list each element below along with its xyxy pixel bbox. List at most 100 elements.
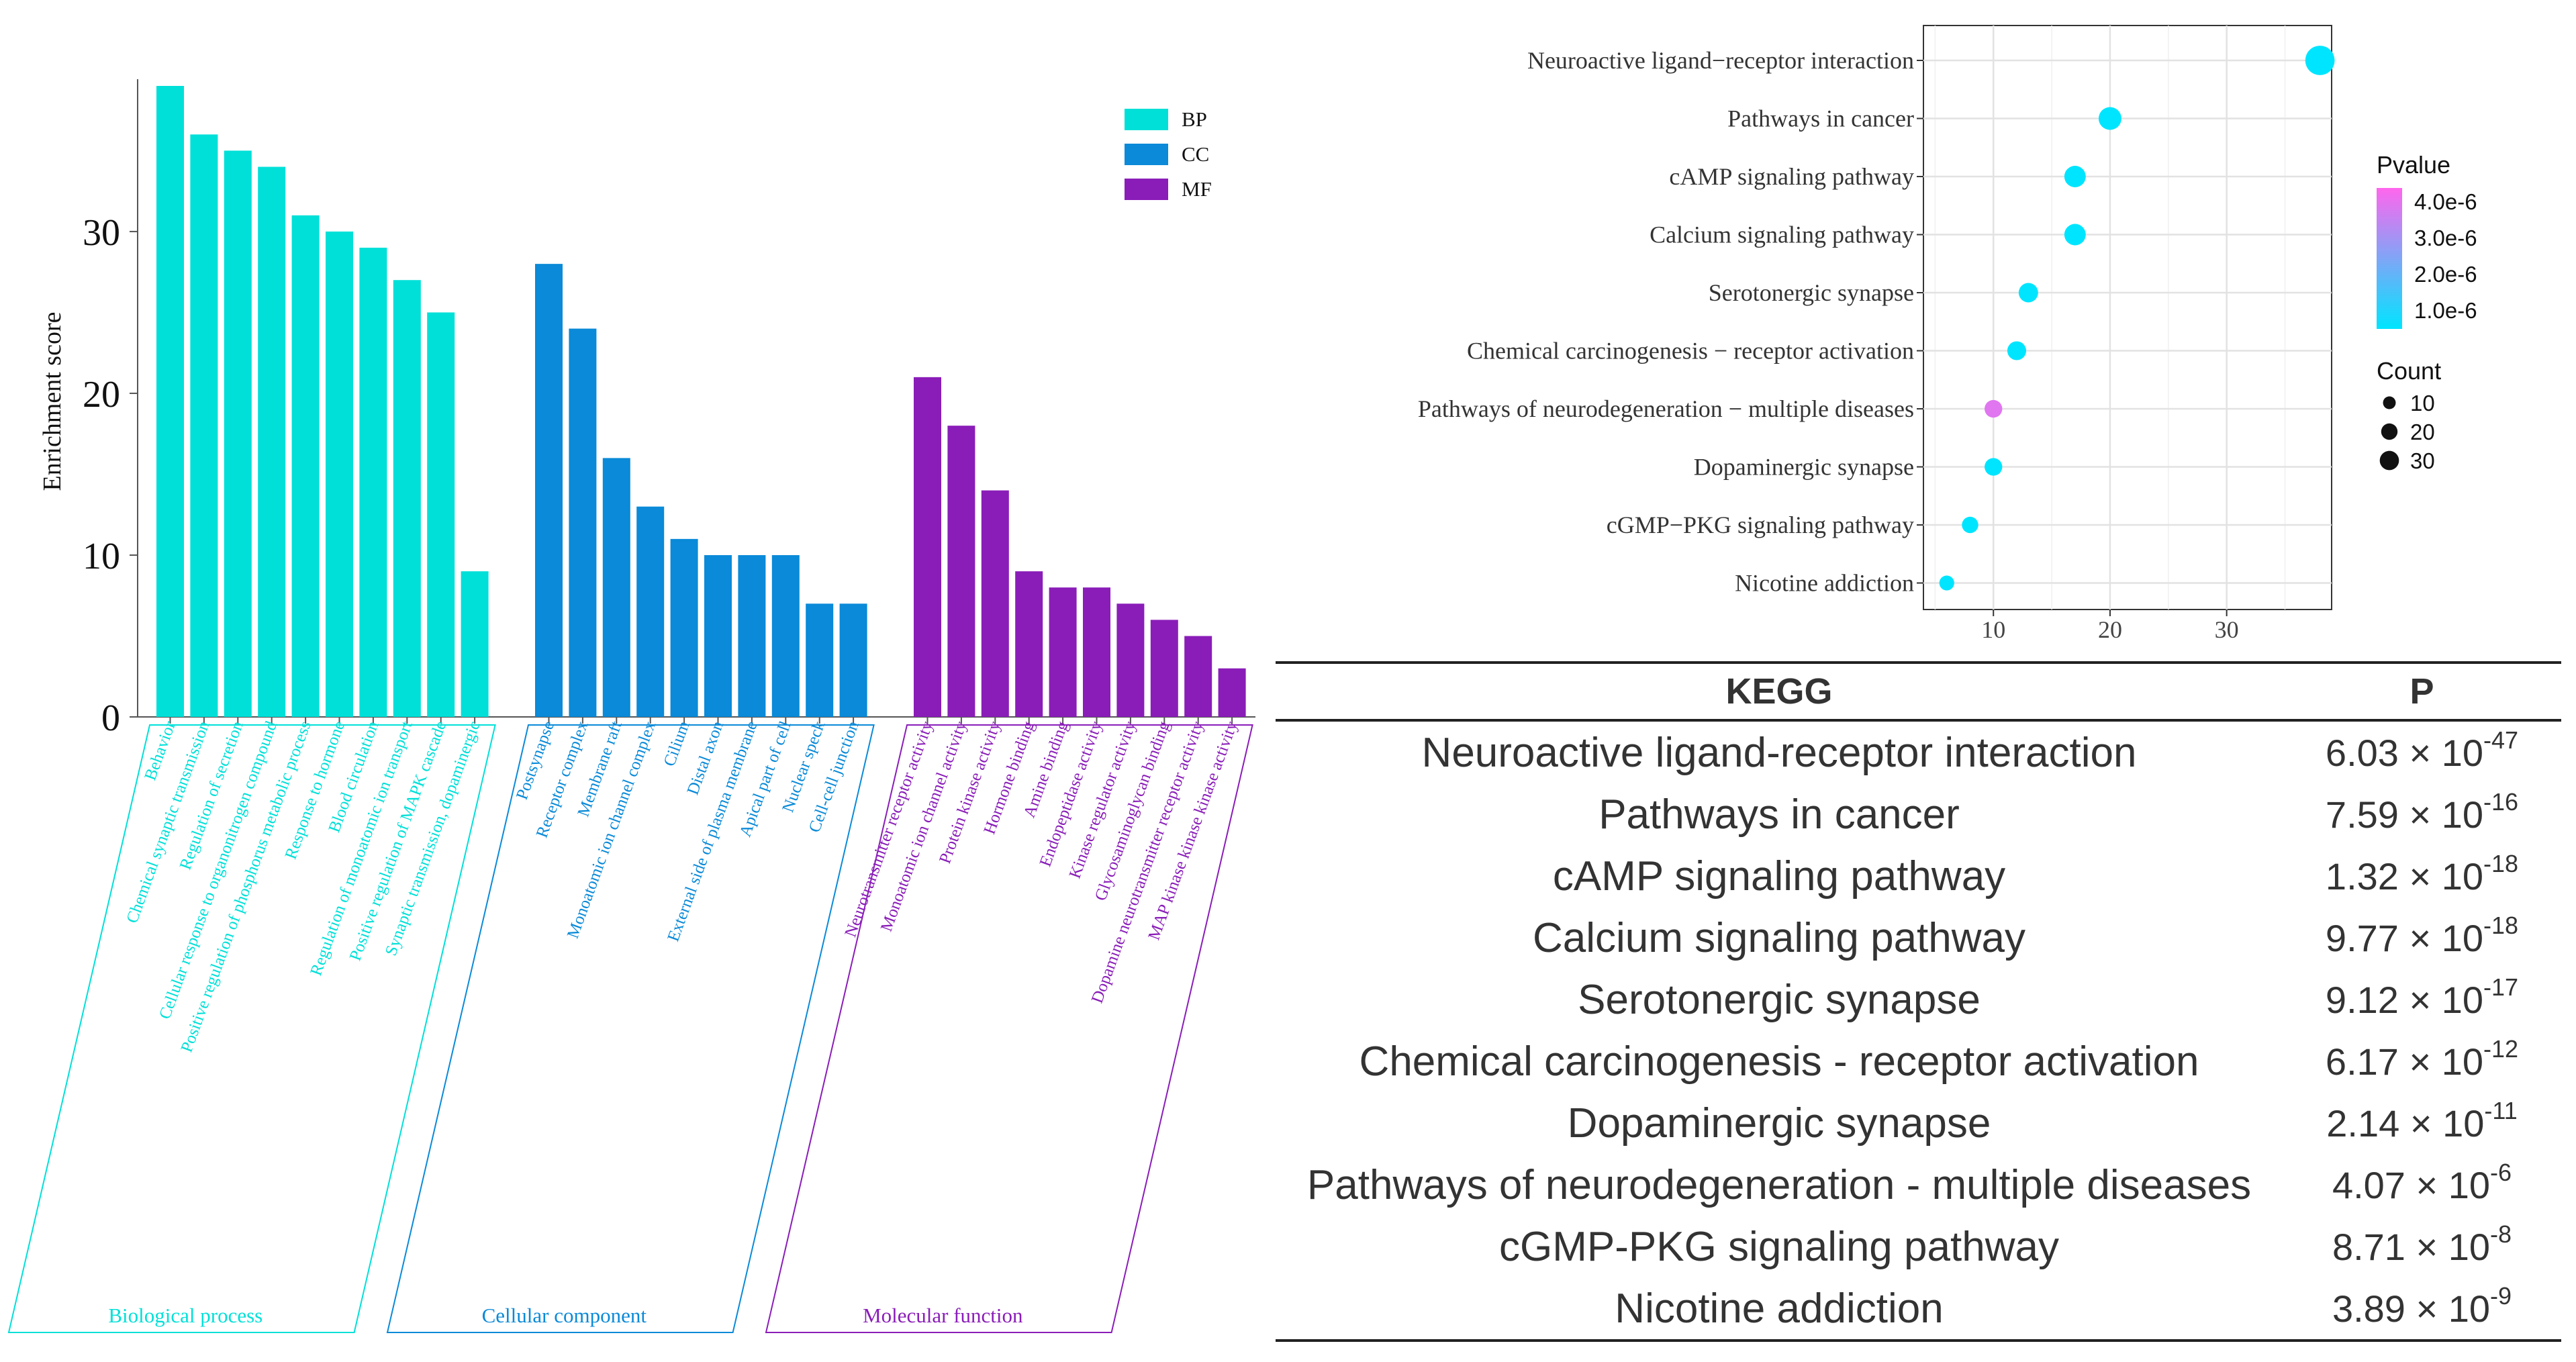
group-label-bp: Biological process	[108, 1304, 263, 1327]
y-tick-label: 10	[83, 536, 120, 577]
bar-cc	[569, 328, 597, 717]
p-value-exponent: -47	[2483, 726, 2519, 754]
pathway-label: Pathways of neurodegeneration − multiple…	[1418, 395, 1914, 422]
bar-bp	[224, 150, 252, 717]
kegg-term-cell: Pathways in cancer	[1599, 791, 1960, 838]
count-legend-dot	[2381, 423, 2398, 440]
plot-panel	[1923, 25, 2332, 610]
bar-mf	[1218, 668, 1246, 717]
p-value-cell: 1.32 × 10-18	[2283, 845, 2561, 907]
data-point	[2098, 107, 2121, 130]
pvalue-legend-label: 3.0e-6	[2414, 226, 2477, 250]
bar-bp	[359, 248, 387, 717]
kegg-term-cell: Serotonergic synapse	[1578, 976, 1981, 1023]
data-point	[1985, 399, 2003, 418]
data-point	[1939, 575, 1954, 591]
pathway-label: Serotonergic synapse	[1709, 279, 1914, 306]
kegg-term-cell: Chemical carcinogenesis - receptor activ…	[1359, 1038, 2199, 1085]
table-header-row: KEGG P	[1276, 663, 2561, 720]
count-legend-dot	[2379, 450, 2399, 471]
count-legend-title: Count	[2377, 357, 2441, 385]
y-tick-label: 0	[101, 697, 120, 739]
data-point	[2018, 283, 2038, 303]
pvalue-legend-label: 4.0e-6	[2414, 189, 2477, 214]
legend-swatch-cc	[1125, 144, 1168, 165]
bar-mf	[1150, 620, 1178, 717]
p-value-cell: 6.17 × 10-12	[2283, 1030, 2561, 1092]
bar-cc	[839, 603, 867, 717]
kegg-pvalue-table: KEGG P Neuroactive ligand-receptor inter…	[1276, 661, 2561, 1342]
data-point	[2305, 46, 2335, 75]
legend-label-bp: BP	[1182, 107, 1207, 131]
table-row: Pathways of neurodegeneration - multiple…	[1276, 1154, 2561, 1216]
p-value-mantissa: 7.59 × 10	[2325, 793, 2484, 836]
bar-cc	[602, 458, 630, 717]
p-value-exponent: -17	[2483, 973, 2519, 1001]
bar-mf	[914, 377, 941, 717]
table-row: Calcium signaling pathway 9.77 × 10-18	[1276, 907, 2561, 969]
count-legend-label: 10	[2410, 391, 2435, 416]
pathway-label: Neuroactive ligand−receptor interaction	[1527, 47, 1914, 74]
p-value-mantissa: 6.03 × 10	[2325, 731, 2484, 774]
y-tick-label: 30	[83, 212, 120, 254]
p-value-mantissa: 9.77 × 10	[2325, 916, 2484, 959]
bar-cc	[738, 554, 766, 717]
pvalue-legend-label: 1.0e-6	[2414, 298, 2477, 323]
pathway-label: Chemical carcinogenesis − receptor activ…	[1467, 338, 1914, 364]
p-value-mantissa: 9.12 × 10	[2325, 978, 2484, 1021]
x-tick-label: 20	[2098, 616, 2122, 643]
bar-cc	[535, 264, 563, 718]
pathway-label: Dopaminergic synapse	[1694, 454, 1914, 481]
bar-cc	[670, 538, 698, 717]
category-label: Cilium	[661, 718, 694, 769]
pathway-label: Nicotine addiction	[1735, 570, 1914, 597]
y-axis-title: Enrichment score	[38, 312, 66, 491]
group-label-cc: Cellular component	[482, 1304, 647, 1327]
bar-cc	[771, 554, 800, 717]
x-tick-label: 30	[2215, 616, 2239, 643]
group-bracket-bp	[7, 724, 496, 1333]
data-point	[2007, 341, 2027, 360]
p-value-mantissa: 4.07 × 10	[2332, 1163, 2491, 1206]
bar-mf	[1116, 603, 1145, 717]
p-value-exponent: -18	[2483, 849, 2519, 877]
p-value-cell: 2.14 × 10-11	[2283, 1092, 2561, 1154]
group-bracket-mf	[765, 724, 1253, 1333]
bar-bp	[291, 215, 320, 717]
bar-bp	[258, 166, 286, 717]
table-header-kegg: KEGG	[1725, 671, 1833, 712]
bar-bp	[326, 231, 353, 717]
p-value-exponent: -11	[2484, 1096, 2518, 1124]
category-label: Behavior	[141, 718, 179, 783]
count-legend-dot	[2383, 396, 2396, 409]
bar-mf	[981, 490, 1009, 717]
pathway-label: cAMP signaling pathway	[1669, 163, 1914, 190]
table-row: Dopaminergic synapse 2.14 × 10-11	[1276, 1092, 2561, 1154]
bar-bp	[156, 86, 184, 717]
pvalue-legend-label: 2.0e-6	[2414, 262, 2477, 287]
y-tick-label: 20	[83, 374, 120, 416]
p-value-exponent: -16	[2483, 787, 2519, 816]
legend-label-cc: CC	[1182, 142, 1209, 166]
kegg-term-cell: Pathways of neurodegeneration - multiple…	[1306, 1161, 2252, 1208]
legend-swatch-mf	[1125, 179, 1168, 200]
table-row: Nicotine addiction 3.89 × 10-9	[1276, 1277, 2561, 1341]
bar-mf	[1015, 571, 1043, 717]
p-value-exponent: -18	[2483, 911, 2519, 939]
data-point	[1962, 516, 1978, 534]
count-legend-label: 20	[2410, 420, 2435, 444]
pathway-label: Calcium signaling pathway	[1650, 222, 1914, 248]
group-label-mf: Molecular function	[863, 1304, 1023, 1327]
p-value-cell: 9.77 × 10-18	[2283, 907, 2561, 969]
p-value-exponent: -8	[2490, 1220, 2512, 1248]
p-value-cell: 8.71 × 10-8	[2283, 1216, 2561, 1277]
bar-bp	[461, 571, 489, 717]
pathway-label: cGMP−PKG signaling pathway	[1607, 512, 1914, 538]
pvalue-legend-title: Pvalue	[2377, 151, 2450, 179]
p-value-mantissa: 6.17 × 10	[2325, 1040, 2484, 1083]
kegg-term-cell: Dopaminergic synapse	[1567, 1100, 1991, 1147]
bar-mf	[947, 426, 975, 717]
data-point	[2064, 166, 2086, 187]
bar-bp	[393, 280, 421, 717]
